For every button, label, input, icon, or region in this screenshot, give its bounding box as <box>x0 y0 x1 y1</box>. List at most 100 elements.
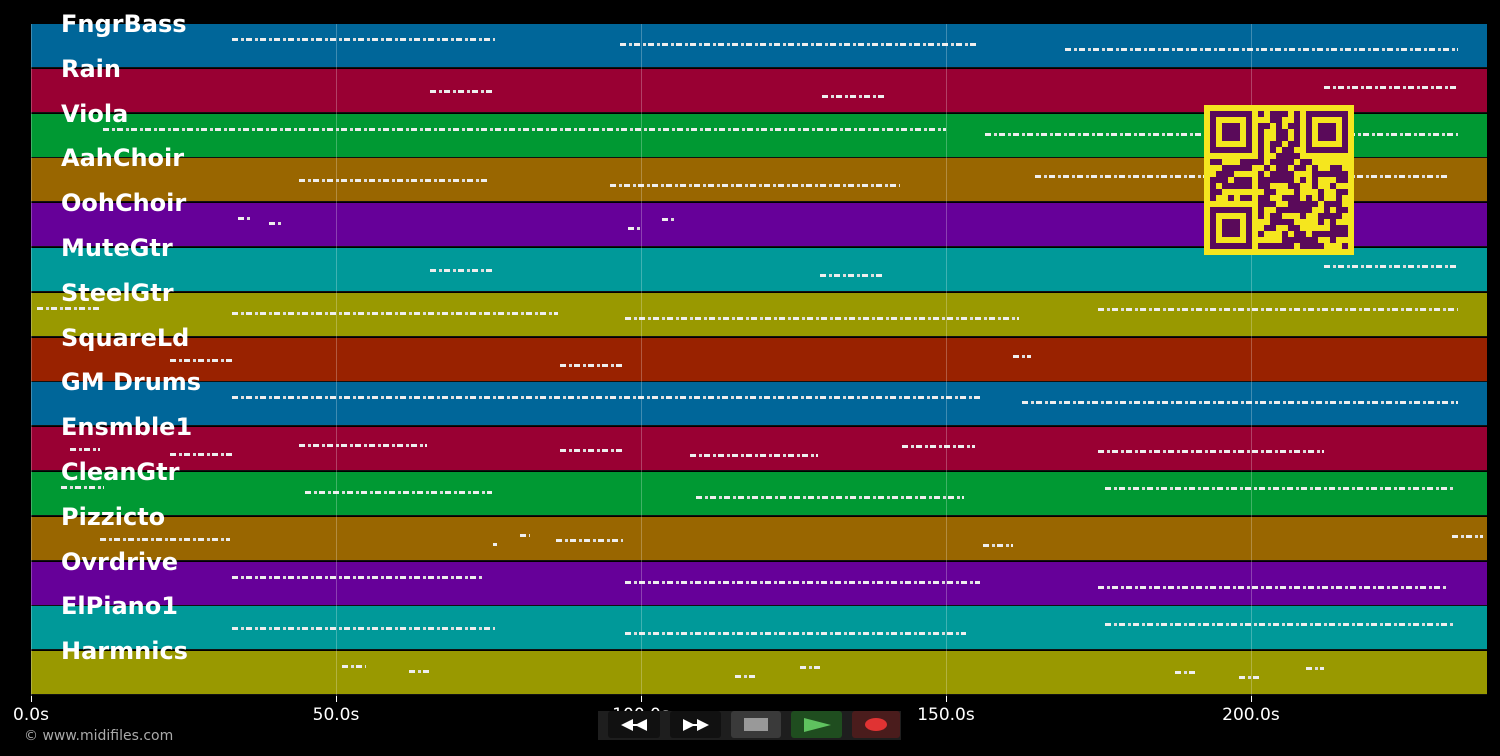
note-cluster <box>1305 667 1325 671</box>
note-cluster <box>555 538 623 542</box>
note-cluster <box>1324 265 1459 268</box>
note-cluster <box>299 179 489 183</box>
note-cluster <box>625 580 981 584</box>
note-cluster <box>170 453 233 457</box>
note-cluster <box>1324 85 1459 89</box>
track-label: Ensmble1 <box>61 413 193 442</box>
qr-code <box>1204 105 1354 255</box>
note-cluster <box>695 496 965 499</box>
tick-mark <box>1250 696 1252 702</box>
note-cluster <box>268 222 283 226</box>
note-cluster <box>232 311 558 315</box>
track-label: FngrBass <box>61 10 187 38</box>
tick-mark <box>640 696 642 702</box>
track-label: SteelGtr <box>61 278 174 307</box>
note-cluster <box>625 632 967 636</box>
track-label: Harmnics <box>61 637 188 666</box>
note-cluster <box>492 542 497 546</box>
note-cluster <box>1174 671 1195 675</box>
track-row <box>31 24 1487 68</box>
fast-forward-button[interactable] <box>670 711 721 738</box>
track-label: AahChoir <box>61 144 185 173</box>
note-cluster <box>299 444 428 448</box>
note-cluster <box>1098 307 1459 311</box>
tick-mark <box>945 696 947 702</box>
track-row <box>31 606 1487 651</box>
track-label: CleanGtr <box>61 458 180 486</box>
track-label: ElPiano1 <box>61 592 178 621</box>
tick-label: 150.0s <box>917 705 975 725</box>
tick-mark <box>335 696 337 702</box>
track-row <box>31 651 1487 696</box>
note-cluster <box>822 94 885 98</box>
tick-label: 50.0s <box>312 705 360 725</box>
note-cluster <box>610 184 901 188</box>
tick-mark <box>31 696 32 702</box>
track-label: MuteGtr <box>61 234 173 262</box>
note-cluster <box>1064 48 1459 51</box>
track-row <box>31 516 1487 561</box>
rewind-button[interactable] <box>608 711 660 738</box>
note-cluster <box>70 448 100 452</box>
note-cluster <box>799 666 820 670</box>
note-cluster <box>734 675 756 679</box>
note-cluster <box>902 445 976 449</box>
copyright-text: © www.midifiles.com <box>24 728 174 744</box>
track-label: OohChoir <box>61 189 187 218</box>
playback-controls <box>598 711 901 740</box>
track-row <box>31 472 1487 516</box>
note-cluster <box>99 537 230 541</box>
note-cluster <box>689 454 818 458</box>
note-cluster <box>820 274 885 277</box>
note-cluster <box>37 306 102 310</box>
track-row <box>31 292 1487 337</box>
track-row <box>31 337 1487 382</box>
gridline <box>1250 24 1252 696</box>
note-cluster <box>232 575 483 579</box>
note-cluster <box>1104 623 1456 627</box>
track-row <box>31 248 1487 292</box>
note-cluster <box>170 358 233 362</box>
note-cluster <box>1098 585 1447 589</box>
note-cluster <box>409 670 430 674</box>
record-button[interactable] <box>852 711 900 738</box>
stop-button[interactable] <box>731 711 781 738</box>
track-label: SquareLd <box>61 323 190 352</box>
note-cluster <box>342 665 367 669</box>
note-cluster <box>625 316 1020 320</box>
tick-label: 200.0s <box>1222 705 1280 725</box>
record-icon <box>865 718 887 731</box>
note-cluster <box>238 217 251 221</box>
play-button[interactable] <box>791 711 842 738</box>
track-row <box>31 382 1487 427</box>
note-cluster <box>559 363 626 367</box>
tick-label: 0.0s <box>13 705 49 725</box>
note-cluster <box>1238 676 1261 680</box>
track-label: Pizzicto <box>61 502 166 531</box>
gridline <box>335 24 337 696</box>
note-cluster <box>1104 487 1456 490</box>
note-cluster <box>232 627 495 631</box>
track-label: Viola <box>61 99 129 128</box>
note-cluster <box>619 43 977 46</box>
track-label: GM Drums <box>61 368 202 397</box>
note-cluster <box>1013 354 1032 358</box>
note-cluster <box>429 89 495 93</box>
note-cluster <box>1452 534 1483 538</box>
rewind-icon <box>621 718 647 731</box>
track-row <box>31 427 1487 472</box>
gridline <box>31 24 32 696</box>
play-icon <box>803 717 831 732</box>
note-cluster <box>232 38 495 41</box>
fast-forward-icon <box>682 718 709 731</box>
gridline <box>640 24 642 696</box>
track-row <box>31 561 1487 606</box>
note-cluster <box>520 533 530 537</box>
stop-icon <box>744 718 768 731</box>
note-cluster <box>429 269 495 272</box>
note-cluster <box>102 127 946 131</box>
track-label: Ovrdrive <box>61 547 179 576</box>
note-cluster <box>1022 401 1459 405</box>
gridline <box>945 24 947 696</box>
note-cluster <box>1098 450 1325 454</box>
